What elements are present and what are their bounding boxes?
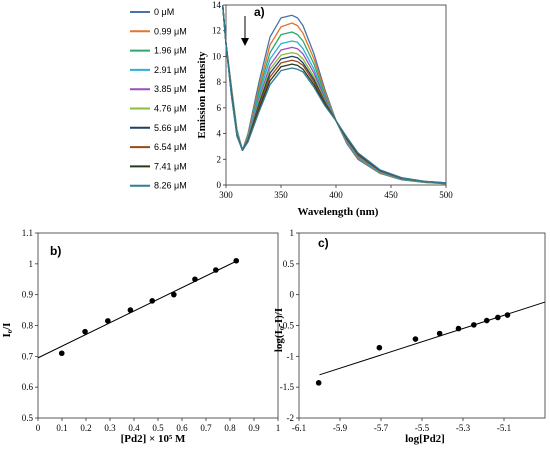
panel-b-data-point-8 (213, 267, 219, 273)
panel-c-data-point-7 (483, 317, 490, 324)
panel-b-x-tick-label: 0.6 (176, 423, 188, 433)
panel-a-y-tick-label: 2 (217, 154, 222, 164)
panel-b-x-tick-label: 0.1 (56, 423, 67, 433)
panel-b-data-point-6 (171, 291, 177, 298)
panel-b-x-axis-label: [Pd2] × 10⁵ M (121, 433, 186, 445)
panel-c-x-tick-label: -5.5 (415, 423, 430, 433)
panel-c-data-point-6 (471, 322, 477, 328)
panel-b-plot-frame (37, 232, 279, 419)
panel-b-x-tick-label: 0.2 (80, 423, 91, 433)
panel-a-y-tick-label: 0 (217, 180, 222, 190)
panel-c-y-axis-label: log(I₀-I)/I (273, 308, 285, 352)
panel-b-x-tick-label: 0.8 (224, 423, 236, 433)
panel-b-data-point-4 (127, 307, 134, 313)
panel-b-x-tick-label: 0.3 (104, 423, 116, 433)
panel-b-y-tick-label: 0.9 (22, 290, 34, 300)
panel-b-y-tick-label: 0.6 (22, 382, 34, 392)
panel-b-fit-line (37, 260, 238, 359)
panel-a-y-tick-label: 10 (212, 51, 222, 61)
panel-a-x-tick-label: 450 (384, 190, 398, 200)
legend-entry-7: 5.66 μM (154, 123, 187, 133)
legend-entry-6: 4.76 μM (154, 104, 187, 114)
panel-c-x-tick-label: -5.3 (456, 423, 471, 433)
panel-c-y-tick-label: 1 (290, 228, 295, 238)
down-arrow-head (241, 38, 249, 46)
legend-entry-5: 3.85 μM (154, 84, 187, 94)
panel-a-x-tick-label: 300 (219, 190, 233, 200)
panel-b-data-point-7 (192, 276, 198, 283)
panel-a-series-line-1 (222, 5, 446, 185)
panel-b-data-point-3 (105, 318, 111, 324)
panel-b-x-tick-label: 0 (36, 423, 41, 433)
panel-b-y-tick-label: 0.7 (22, 351, 34, 361)
double-log-chart: c) log[Pd2] log(I₀-I)/I -6.1 -5.9 -5.7 -5.5… (273, 228, 546, 445)
panel-b-x-tick-label: 0.7 (200, 423, 212, 433)
panel-c-x-tick-label: -6.1 (292, 423, 306, 433)
panel-c-data-point-4 (436, 330, 443, 337)
stern-volmer-chart: b) [Pd2] × 10⁵ M I₀/I 0 0.1 0.2 0.3 0.4 0.5 0.… (1, 228, 280, 445)
panel-b-x-tick-label: 0.5 (152, 423, 164, 433)
panel-c-fit-line (319, 301, 546, 376)
panel-b-y-axis-label: I₀/I (1, 323, 13, 338)
legend-entry-9: 7.41 μM (154, 161, 187, 171)
panel-a-y-axis-label: Emission Intensity (196, 51, 208, 139)
panel-c-data-point-5 (455, 325, 462, 332)
panel-b-data-point-5 (149, 298, 156, 304)
legend-entry-2: 0.99 μM (154, 26, 187, 36)
panel-a-x-axis-label: Wavelength (nm) (298, 206, 379, 218)
panel-c-x-tick-label: -5.1 (497, 423, 511, 433)
panel-a-x-tick-label: 500 (439, 190, 453, 200)
panel-a-y-tick-label: 8 (217, 77, 222, 87)
legend-entry-4: 2.91 μM (154, 65, 187, 75)
panel-b-x-tick-label: 0.9 (248, 423, 260, 433)
legend-entry-8: 6.54 μM (154, 142, 187, 152)
panel-c-y-tick-label: -1 (287, 351, 295, 361)
panel-c-y-tick-label: -2 (287, 413, 295, 423)
panel-a-x-tick-label: 350 (274, 190, 288, 200)
panel-a-y-tick-label: 4 (217, 129, 222, 139)
panel-b-y-tick-label: 0.8 (22, 321, 34, 331)
panel-b-data-point-1 (58, 350, 65, 357)
panel-b-data-point-2 (82, 328, 88, 335)
panel-a-label: a) (254, 5, 265, 19)
panel-a-series-line-10 (222, 5, 446, 184)
panel-c-x-tick-label: -5.9 (333, 423, 348, 433)
panel-c-data-point-9 (504, 312, 511, 318)
panel-c-y-tick-label: 0 (290, 290, 295, 300)
panel-c-data-point-8 (495, 314, 501, 321)
panel-a-y-tick-label: 14 (212, 0, 222, 10)
panel-a-x-tick-label: 400 (329, 190, 343, 200)
legend-entry-3: 1.96 μM (154, 46, 187, 56)
panel-b-x-tick-label: 1 (276, 423, 281, 433)
panel-c-data-point-3 (412, 336, 419, 342)
panel-c-label: c) (318, 236, 329, 250)
legend-entry-1: 0 μM (154, 7, 174, 17)
panel-c-y-tick-label: -0.5 (280, 321, 295, 331)
panel-b-data-point-9 (233, 257, 240, 264)
panel-b-label: b) (50, 244, 61, 258)
panel-b-x-tick-label: 0.4 (128, 423, 140, 433)
panel-b-y-tick-label: 1 (29, 259, 34, 269)
emission-spectra-chart: a) Wavelength (nm) Emission Intensity 30… (130, 0, 453, 218)
panel-b-y-tick-label: 1.1 (22, 228, 33, 238)
panel-c-plot-frame (298, 232, 546, 419)
panel-a-series-group (222, 5, 446, 185)
panel-c-x-axis-label: log[Pd2] (405, 433, 445, 445)
panel-c-data-point-1 (315, 380, 322, 386)
panel-c-data-point-2 (376, 344, 383, 351)
legend-entry-10: 8.26 μM (154, 181, 187, 191)
panel-c-y-tick-label: -1.5 (280, 382, 295, 392)
panel-c-y-tick-label: 0.5 (283, 259, 295, 269)
panel-b-y-tick-label: 0.5 (22, 413, 34, 423)
panel-a-y-tick-label: 12 (212, 26, 221, 36)
panel-a-y-tick-label: 6 (217, 103, 222, 113)
panel-c-x-tick-label: -5.7 (374, 423, 389, 433)
